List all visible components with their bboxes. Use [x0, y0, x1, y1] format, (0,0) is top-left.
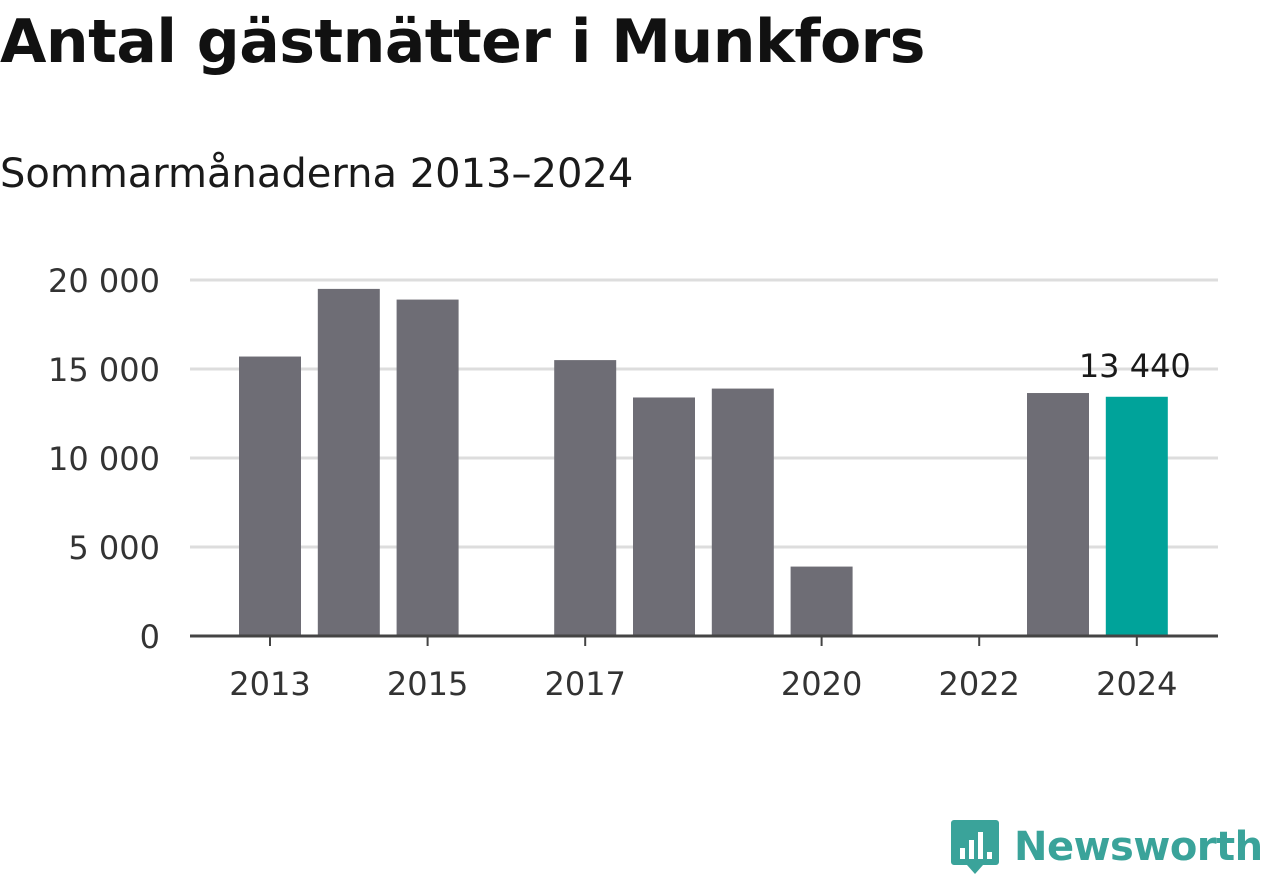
bar-2015 [396, 299, 459, 636]
y-tick-label: 5 000 [68, 529, 160, 567]
bar-2019 [711, 388, 774, 636]
x-tick-label: 2017 [544, 665, 625, 703]
x-tick-label: 2015 [387, 665, 468, 703]
data-label: 13 440 [1079, 347, 1191, 385]
x-tick-label: 2024 [1096, 665, 1177, 703]
chart-title: Antal gästnätter i Munkfors [0, 7, 925, 77]
bar-2017 [554, 360, 617, 636]
labels: 0 5 000 10 000 15 000 20 000 2013 2015 2017 2020… [48, 262, 1191, 703]
bar-2023 [1027, 393, 1089, 636]
newsworthy-logo: Newsworthy [950, 818, 1262, 876]
newsworthy-logo-icon [951, 820, 999, 874]
bar-2014 [317, 288, 380, 636]
x-axis [190, 634, 1218, 646]
y-tick-label: 15 000 [48, 351, 160, 389]
bar-2018 [633, 397, 695, 636]
bars [239, 288, 1168, 636]
y-tick-label: 20 000 [48, 262, 160, 300]
chart-subtitle: Sommarmånaderna 2013–2024 [0, 151, 634, 197]
y-tick-label: 10 000 [48, 440, 160, 478]
y-tick-label: 0 [140, 618, 160, 656]
x-tick-label: 2013 [229, 665, 310, 703]
newsworthy-logo-text: Newsworthy [1014, 824, 1262, 870]
x-tick-label: 2022 [938, 665, 1019, 703]
bar-2013 [239, 356, 301, 636]
bar-2024 [1105, 396, 1168, 636]
bar-2020 [790, 566, 853, 636]
x-tick-label: 2020 [781, 665, 862, 703]
